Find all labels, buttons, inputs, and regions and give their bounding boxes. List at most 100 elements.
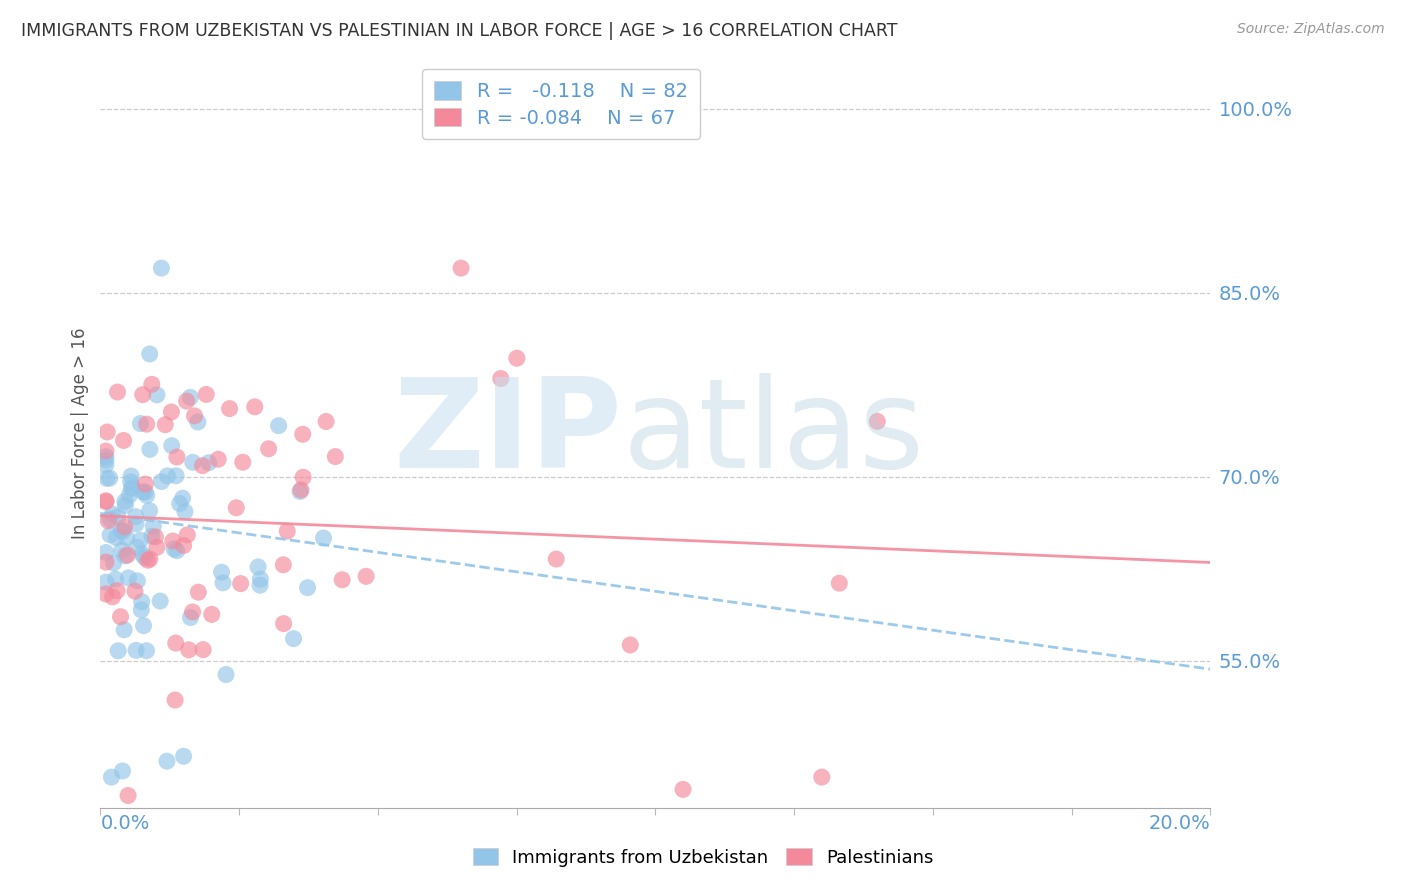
Point — [100, 770, 122, 784]
Point — [135, 488, 157, 502]
Point — [195, 387, 218, 401]
Point — [290, 483, 312, 497]
Point — [112, 434, 135, 448]
Point — [142, 519, 165, 533]
Point — [97, 514, 120, 528]
Point — [129, 417, 152, 431]
Point — [866, 414, 889, 428]
Point — [114, 549, 136, 563]
Point — [489, 371, 512, 385]
Point — [141, 377, 163, 392]
Point — [672, 782, 695, 797]
Point — [197, 456, 219, 470]
Point — [112, 623, 135, 637]
Point — [297, 581, 319, 595]
Point — [810, 770, 832, 784]
Point — [315, 415, 337, 429]
Point — [156, 754, 179, 768]
Point — [107, 644, 129, 658]
Point — [139, 552, 162, 566]
Point — [94, 493, 117, 508]
Point — [215, 667, 238, 681]
Point — [212, 575, 235, 590]
Point — [218, 401, 240, 416]
Point — [243, 400, 266, 414]
Point — [120, 475, 142, 489]
Point — [211, 565, 233, 579]
Point — [105, 531, 128, 545]
Point — [225, 500, 247, 515]
Point — [94, 494, 117, 508]
Point — [163, 541, 186, 556]
Point — [120, 482, 142, 496]
Point — [156, 468, 179, 483]
Point — [450, 261, 472, 276]
Point — [177, 643, 200, 657]
Point — [138, 503, 160, 517]
Point — [165, 636, 187, 650]
Point — [105, 583, 128, 598]
Point — [191, 642, 214, 657]
Point — [149, 594, 172, 608]
Point — [129, 533, 152, 548]
Point — [176, 528, 198, 542]
Point — [160, 439, 183, 453]
Point — [330, 573, 353, 587]
Point — [546, 552, 568, 566]
Point — [166, 450, 188, 464]
Point — [98, 512, 121, 526]
Point — [94, 575, 117, 590]
Point — [121, 480, 143, 494]
Point — [288, 484, 311, 499]
Point — [124, 584, 146, 599]
Point — [114, 520, 136, 534]
Point — [98, 528, 121, 542]
Point — [101, 507, 124, 521]
Point — [166, 543, 188, 558]
Point — [174, 505, 197, 519]
Point — [249, 572, 271, 586]
Point — [150, 261, 173, 276]
Point — [276, 524, 298, 538]
Y-axis label: In Labor Force | Age > 16: In Labor Force | Age > 16 — [72, 328, 89, 540]
Point — [120, 469, 142, 483]
Point — [117, 571, 139, 585]
Point — [146, 541, 169, 555]
Point — [145, 530, 167, 544]
Point — [111, 524, 134, 538]
Text: atlas: atlas — [621, 373, 924, 494]
Point — [183, 409, 205, 423]
Point — [94, 458, 117, 472]
Point — [249, 578, 271, 592]
Point — [173, 539, 195, 553]
Point — [125, 643, 148, 657]
Point — [165, 468, 187, 483]
Point — [104, 572, 127, 586]
Point — [139, 442, 162, 457]
Point — [162, 534, 184, 549]
Point — [114, 499, 136, 513]
Point — [291, 427, 314, 442]
Point — [107, 385, 129, 400]
Point — [125, 516, 148, 531]
Point — [828, 576, 851, 591]
Point — [96, 471, 118, 485]
Point — [94, 555, 117, 569]
Point — [271, 558, 294, 572]
Point — [181, 605, 204, 619]
Point — [136, 553, 159, 567]
Point — [173, 749, 195, 764]
Point — [115, 531, 138, 545]
Point — [111, 764, 134, 778]
Point — [176, 394, 198, 409]
Point — [94, 444, 117, 458]
Point — [125, 540, 148, 554]
Point — [312, 531, 335, 545]
Point — [131, 547, 153, 561]
Point — [273, 616, 295, 631]
Point — [129, 603, 152, 617]
Point — [134, 485, 156, 500]
Point — [181, 455, 204, 469]
Point — [98, 471, 121, 485]
Point — [354, 569, 377, 583]
